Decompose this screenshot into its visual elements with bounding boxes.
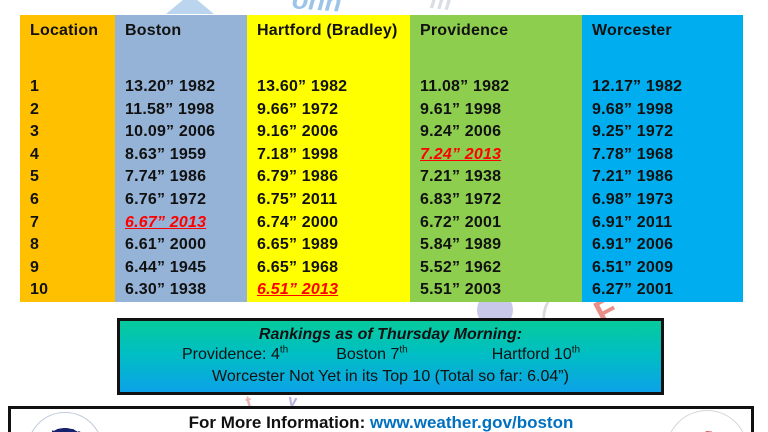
- table-cell-snowfall: 11.58” 1998: [125, 100, 215, 118]
- table-cell-snowfall: 6.72” 2001: [420, 213, 502, 231]
- table-cell-snowfall: 7.78” 1968: [592, 145, 674, 163]
- column-spacer: [582, 50, 743, 76]
- table-cell-snowfall: 6.51” 2009: [592, 258, 674, 276]
- table-cell-snowfall: 6.65” 1968: [257, 258, 339, 276]
- table-cell-snowfall: 9.16” 2006: [257, 123, 339, 141]
- noaa-logo: AND ATMOSPHERIC: [27, 412, 103, 432]
- column-header-worcester: Worcester: [592, 22, 672, 39]
- table-cell-snowfall: 6.76” 1972: [125, 190, 207, 208]
- table-cell-snowfall: 6.98” 1973: [592, 190, 674, 208]
- ranking-entry-providence: Providence: 4th: [182, 344, 289, 363]
- column-header-providence: Providence: [420, 22, 509, 39]
- table-cell-snowfall: 12.17” 1982: [592, 78, 683, 95]
- table-cell-snowfall: 10.09” 2006: [125, 123, 216, 141]
- column-providence: Providence 11.08” 1982 9.61” 1998 9.24” 20…: [410, 15, 582, 302]
- table-cell-snowfall: 6.91” 2011: [592, 213, 673, 231]
- column-header-hartford: Hartford (Bradley): [257, 22, 398, 39]
- table-cell-rank: 7: [30, 213, 40, 231]
- rankings-note: Worcester Not Yet in its Top 10 (Total s…: [212, 368, 569, 385]
- table-cell-snowfall: 6.61” 2000: [125, 236, 207, 254]
- table-cell-snowfall: 9.24” 2006: [420, 123, 502, 141]
- table-cell-rank: 10: [30, 281, 49, 299]
- location-cells: 1 2 3 4 5 6 7 8 9 10: [20, 76, 115, 302]
- column-header-location: Location: [30, 22, 99, 39]
- column-header-boston: Boston: [125, 22, 182, 39]
- table-cell-rank: 3: [30, 123, 40, 141]
- footer-text: For More Information: www.weather.gov/bo…: [11, 409, 751, 432]
- column-hartford: Hartford (Bradley) 13.60” 1982 9.66” 1972…: [247, 15, 410, 302]
- table-cell-rank: 4: [30, 145, 40, 163]
- column-location: Location 1 2 3 4 5 6 7 8 9 10: [20, 15, 115, 302]
- column-spacer: [410, 50, 582, 76]
- column-worcester: Worcester 12.17” 1982 9.68” 1998 9.25” 197…: [582, 15, 743, 302]
- table-cell-snowfall: 9.61” 1998: [420, 100, 502, 118]
- table-cell-snowfall: 9.68” 1998: [592, 100, 674, 118]
- table-cell-snowfall: 6.51” 2013: [257, 281, 339, 299]
- table-cell-snowfall: 6.83” 1972: [420, 190, 502, 208]
- nws-arc-text-icon: WEATHER: [674, 429, 742, 432]
- snowfall-table: Location 1 2 3 4 5 6 7 8 9 10 Boston 13.20” 1982 1…: [20, 15, 743, 302]
- info-label: For More Information:: [188, 413, 366, 432]
- column-spacer: [20, 50, 115, 76]
- table-cell-rank: 2: [30, 100, 40, 118]
- table-cell-snowfall: 7.21” 1986: [592, 168, 674, 186]
- table-cell-snowfall: 6.75” 2011: [257, 190, 338, 208]
- table-cell-rank: 9: [30, 258, 40, 276]
- table-cell-snowfall: 7.74” 1986: [125, 168, 207, 186]
- table-cell-snowfall: 7.21” 1938: [420, 168, 502, 186]
- column-boston: Boston 13.20” 1982 11.58” 1998 10.09” 2006…: [115, 15, 247, 302]
- table-cell-snowfall: 6.74” 2000: [257, 213, 339, 231]
- table-cell-snowfall: 9.25” 1972: [592, 123, 674, 141]
- table-cell-snowfall: 11.08” 1982: [420, 78, 510, 95]
- table-cell-rank: 5: [30, 168, 40, 186]
- noaa-globe-icon: [42, 428, 88, 432]
- svg-text:WEATHER: WEATHER: [674, 429, 742, 432]
- table-cell-snowfall: 5.84” 1989: [420, 236, 502, 254]
- worcester-cells: 12.17” 1982 9.68” 1998 9.25” 1972 7.78” 196…: [582, 76, 743, 302]
- table-cell-snowfall: 8.63” 1959: [125, 145, 207, 163]
- rankings-box: Rankings as of Thursday Morning: Provide…: [117, 318, 664, 395]
- table-cell-snowfall: 6.27” 2001: [592, 281, 674, 299]
- table-cell-snowfall: 13.20” 1982: [125, 78, 216, 95]
- table-cell-rank: 1: [30, 78, 40, 95]
- providence-cells: 11.08” 1982 9.61” 1998 9.24” 2006 7.24” 201…: [410, 76, 582, 302]
- table-cell-rank: 6: [30, 190, 40, 208]
- table-cell-snowfall: 5.52” 1962: [420, 258, 502, 276]
- nws-logo: WEATHER: [666, 410, 748, 432]
- watermark-triangle: [166, 0, 214, 14]
- boston-cells: 13.20” 1982 11.58” 1998 10.09” 2006 8.63” 1…: [115, 76, 247, 302]
- table-cell-snowfall: 6.65” 1989: [257, 236, 339, 254]
- table-cell-rank: 8: [30, 236, 40, 254]
- info-link[interactable]: www.weather.gov/boston: [369, 413, 574, 432]
- table-cell-snowfall: 7.18” 1998: [257, 145, 339, 163]
- table-cell-snowfall: 7.24” 2013: [420, 145, 502, 163]
- table-cell-snowfall: 13.60” 1982: [257, 78, 348, 95]
- column-spacer: [115, 50, 247, 76]
- table-cell-snowfall: 6.91” 2006: [592, 236, 674, 254]
- rankings-line: Providence: 4th Boston 7th Hartford 10th: [120, 344, 661, 366]
- footer-bar: For More Information: www.weather.gov/bo…: [8, 406, 754, 432]
- ranking-entry-boston: Boston 7th: [336, 344, 408, 363]
- table-cell-snowfall: 6.79” 1986: [257, 168, 339, 186]
- column-spacer: [247, 50, 410, 76]
- noaa-arc-text-icon: AND ATMOSPHERIC: [28, 413, 98, 432]
- table-cell-snowfall: 9.66” 1972: [257, 100, 339, 118]
- table-cell-snowfall: 6.44” 1945: [125, 258, 207, 276]
- table-cell-snowfall: 6.67” 2013: [125, 213, 207, 231]
- table-cell-snowfall: 6.30” 1938: [125, 281, 207, 299]
- hartford-cells: 13.60” 1982 9.66” 1972 9.16” 2006 7.18” 199…: [247, 76, 410, 302]
- ranking-entry-hartford: Hartford 10th: [491, 344, 581, 363]
- rankings-title: Rankings as of Thursday Morning:: [258, 326, 523, 343]
- table-cell-snowfall: 5.51” 2003: [420, 281, 502, 299]
